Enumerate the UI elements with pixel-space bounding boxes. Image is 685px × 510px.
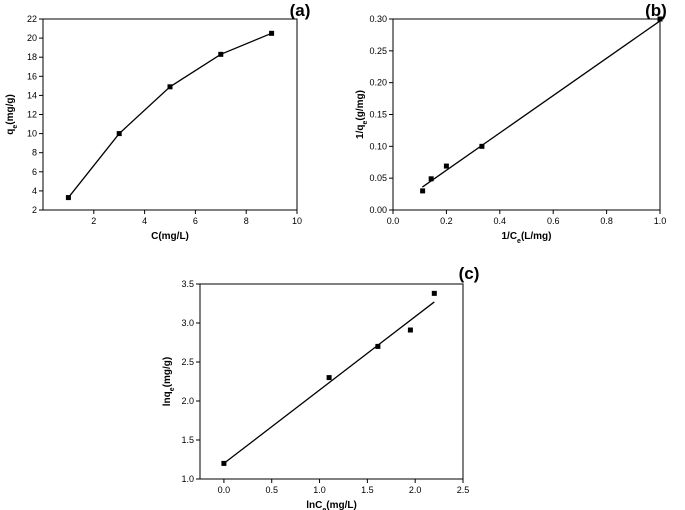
- y-tick-label: 3.5: [181, 279, 194, 289]
- y-tick-label: 16: [27, 71, 37, 81]
- x-tick-label: 0.6: [547, 216, 560, 226]
- x-tick-label: 2.5: [457, 485, 470, 495]
- x-axis-label: 1/Ce(L/mg): [501, 231, 551, 245]
- panel-tag: (b): [645, 1, 667, 20]
- y-axis-label-sub: e: [362, 121, 369, 125]
- data-point: [443, 163, 449, 169]
- x-tick-label: 1.0: [313, 485, 326, 495]
- x-axis-label-rest: (mg/L): [326, 500, 357, 510]
- x-tick-label: 2.0: [409, 485, 422, 495]
- y-tick-label: 0.00: [369, 205, 387, 215]
- y-axis-label-main: 1/q: [355, 125, 366, 139]
- y-tick-label: 2: [32, 205, 37, 215]
- data-point: [479, 143, 485, 149]
- y-axis-label-sub: e: [169, 387, 176, 391]
- data-point: [657, 16, 663, 22]
- y-tick-label: 1.5: [181, 435, 194, 445]
- y-tick-label: 0.15: [369, 110, 387, 120]
- data-point: [407, 327, 413, 333]
- data-point: [431, 290, 437, 296]
- y-axis-label-rest: (g/mg): [355, 90, 366, 121]
- chart-panel-3: 0.0 0.5 1.0 1.5 2.0 2.51.01.52.02.53.03.5lnCe…: [162, 264, 479, 510]
- x-tick-label: 0.5: [265, 485, 278, 495]
- x-tick-label: 1.5: [361, 485, 374, 495]
- panel-tag: (a): [290, 1, 311, 20]
- x-tick-label: 0.4: [494, 216, 507, 226]
- y-axis-label-sub: e: [12, 125, 19, 129]
- x-tick-label: 0.2: [440, 216, 453, 226]
- y-axis-label-main: lnq: [162, 391, 173, 406]
- x-axis-label-main: lnC: [306, 500, 322, 510]
- x-tick-label: 2: [91, 216, 96, 226]
- y-tick-label: 8: [32, 148, 37, 158]
- data-point: [221, 460, 227, 466]
- x-axis-label-main: 1/C: [501, 231, 517, 242]
- y-axis-label: 1/qe(g/mg): [355, 90, 369, 139]
- y-tick-label: 0.20: [369, 78, 387, 88]
- x-tick-label: 0.0: [387, 216, 400, 226]
- y-tick-label: 2.0: [181, 396, 194, 406]
- data-point: [269, 30, 275, 36]
- y-axis-label: lnqe(mg/g): [162, 357, 176, 406]
- data-point: [428, 176, 434, 182]
- data-point: [375, 343, 381, 349]
- x-axis-label: lnCe(mg/L): [306, 500, 357, 510]
- fit-line: [223, 301, 435, 464]
- y-tick-label: 14: [27, 90, 37, 100]
- y-tick-label: 4: [32, 186, 37, 196]
- y-axis-label-rest: (mg/g): [5, 94, 16, 125]
- plot-frame: [199, 283, 464, 480]
- data-point: [65, 195, 71, 201]
- y-tick-label: 0.30: [369, 14, 387, 24]
- x-tick-label: 8: [244, 216, 249, 226]
- y-tick-label: 3.0: [181, 318, 194, 328]
- x-tick-label: 4: [142, 216, 147, 226]
- x-tick-label: 0.8: [600, 216, 613, 226]
- fit-line: [421, 20, 661, 188]
- y-axis-label-rest: (mg/g): [162, 357, 173, 388]
- y-tick-label: 22: [27, 14, 37, 24]
- y-tick-label: 2.5: [181, 357, 194, 367]
- data-point: [116, 131, 122, 137]
- chart-panel-2: 0.0 0.2 0.4 0.6 0.8 1.0 0.00 0.05 0.10 0.15 0.20 0.…: [355, 1, 667, 245]
- x-tick-label: 1.0: [654, 216, 667, 226]
- x-axis-label: C(mg/L): [151, 231, 189, 242]
- data-point: [218, 51, 224, 57]
- data-point: [167, 84, 173, 90]
- y-axis-label: qe(mg/g): [5, 94, 19, 135]
- panel-tag: (c): [459, 264, 480, 283]
- x-tick-label: 10: [292, 216, 302, 226]
- data-point: [420, 188, 426, 194]
- series-line: [67, 32, 272, 198]
- y-tick-label: 0.25: [369, 46, 387, 56]
- y-tick-label: 0.10: [369, 141, 387, 151]
- x-axis-label-sub: e: [322, 507, 326, 510]
- y-tick-label: 6: [32, 167, 37, 177]
- y-tick-label: 20: [27, 33, 37, 43]
- x-tick-label: 0.0: [218, 485, 231, 495]
- y-tick-label: 10: [27, 129, 37, 139]
- y-tick-label: 18: [27, 52, 37, 62]
- y-axis-label-main: q: [5, 129, 16, 135]
- y-tick-label: 1.0: [181, 474, 194, 484]
- chart-panel-1: 2 4 6 8 10246810121416182022C(mg/L)qe(mg/g)(…: [5, 1, 310, 242]
- x-axis-label-sub: e: [517, 238, 521, 245]
- data-point: [326, 375, 332, 381]
- y-tick-label: 0.05: [369, 173, 387, 183]
- y-tick-label: 12: [27, 110, 37, 120]
- x-tick-label: 6: [193, 216, 198, 226]
- x-axis-label-rest: (L/mg): [521, 231, 552, 242]
